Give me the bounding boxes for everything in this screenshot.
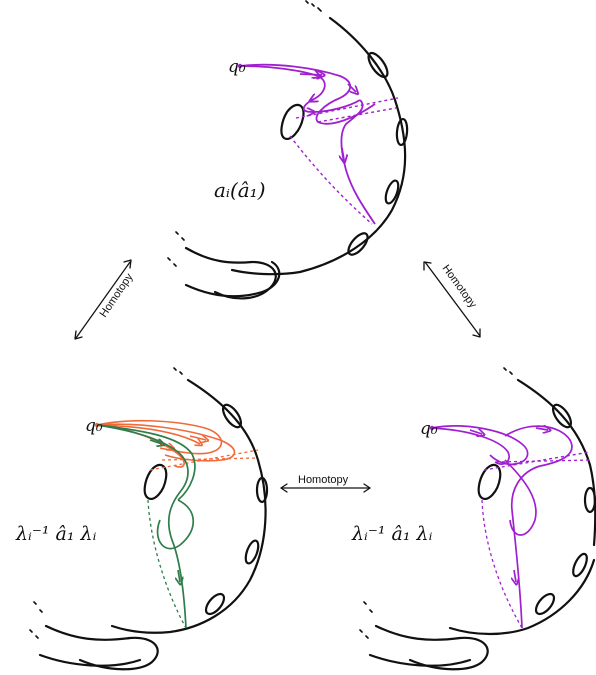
bottom-left-basepoint-label: q₀ bbox=[85, 416, 103, 436]
homotopy-arrow-left: Homotopy bbox=[74, 259, 136, 340]
top-surface bbox=[167, 0, 409, 300]
homotopy-arrow-middle: Homotopy bbox=[280, 474, 371, 493]
bottom-left-path-label: λᵢ⁻¹ â₁ λᵢ bbox=[15, 523, 97, 545]
homotopy-label-right: Homotopy bbox=[440, 263, 479, 311]
bottom-right-path-label: λᵢ⁻¹ â₁ λᵢ bbox=[351, 523, 433, 545]
homotopy-label-middle: Homotopy bbox=[298, 474, 349, 486]
bottom-right-loops bbox=[429, 426, 593, 629]
homotopy-label-left: Homotopy bbox=[98, 271, 136, 320]
top-loop bbox=[237, 63, 399, 225]
top-basepoint-label: q₀ bbox=[228, 57, 246, 77]
bottom-right-basepoint-label: q₀ bbox=[420, 419, 438, 439]
bottom-right-surface bbox=[359, 367, 596, 671]
bottom-right-panel: q₀ λᵢ⁻¹ â₁ λᵢ bbox=[351, 367, 596, 671]
bottom-left-panel: q₀ λᵢ⁻¹ â₁ λᵢ bbox=[15, 367, 269, 671]
top-path-label: aᵢ(â₁) bbox=[214, 178, 266, 202]
bottom-left-surface bbox=[29, 367, 269, 671]
bottom-left-loops bbox=[94, 419, 259, 629]
top-panel: q₀ aᵢ(â₁) bbox=[167, 0, 409, 300]
homotopy-arrow-right: Homotopy bbox=[423, 261, 481, 338]
